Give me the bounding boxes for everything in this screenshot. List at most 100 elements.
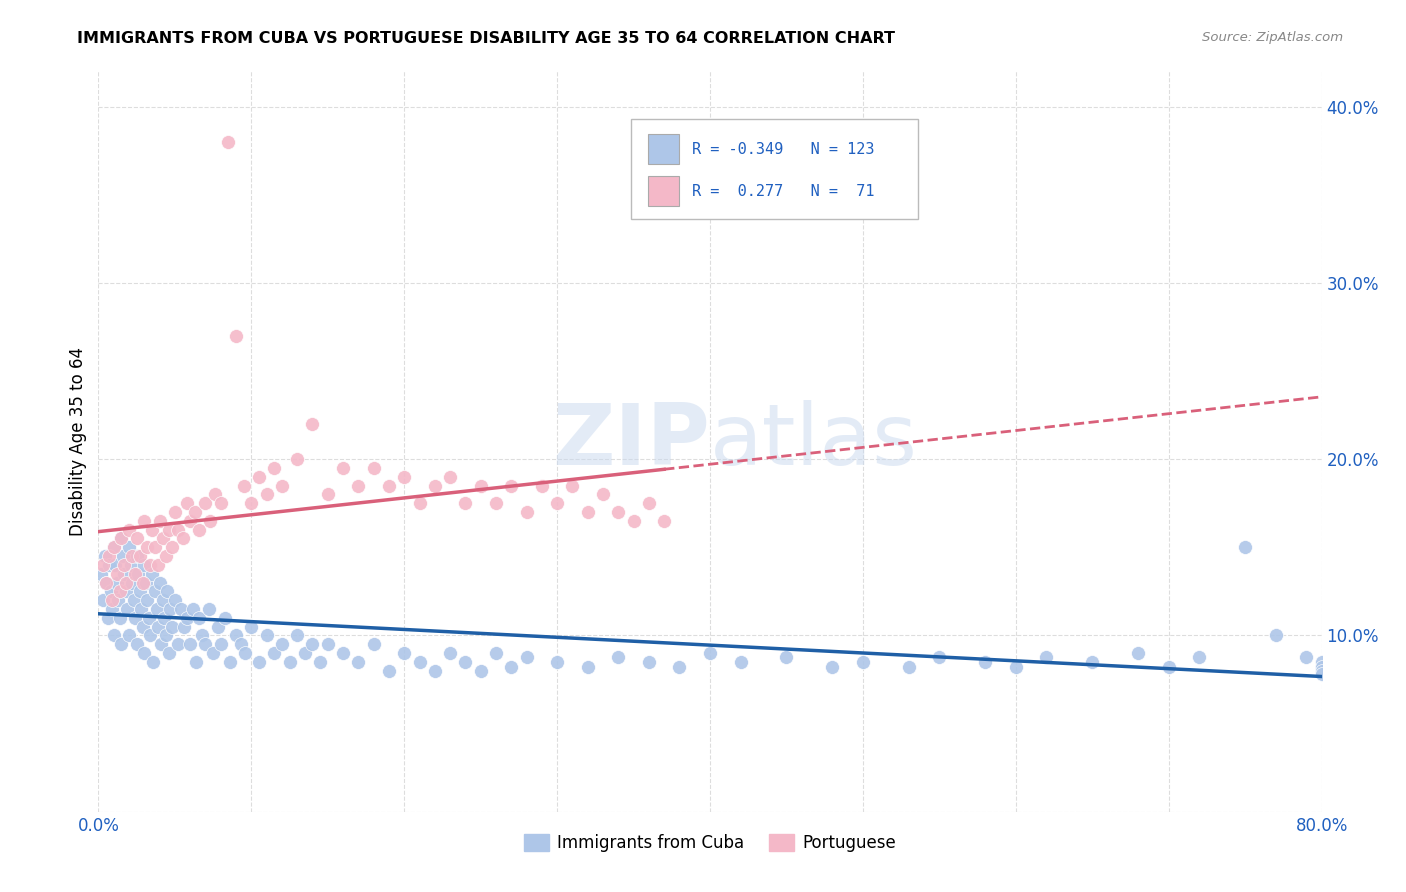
Point [110, 532, 132, 546]
Point [1035, 649, 1057, 664]
Point [160, 619, 183, 633]
Point [125, 549, 148, 563]
Point [332, 646, 354, 660]
Point [775, 649, 797, 664]
Point [270, 478, 292, 492]
Point [363, 461, 385, 475]
Point [607, 505, 630, 519]
Point [181, 602, 204, 616]
Point [316, 487, 339, 501]
Point [852, 655, 875, 669]
Point [1310, 660, 1333, 674]
Point [730, 655, 752, 669]
Point [153, 611, 176, 625]
Point [139, 558, 162, 572]
Point [172, 532, 194, 546]
Point [285, 628, 308, 642]
Point [152, 532, 174, 546]
Point [378, 664, 401, 678]
Point [150, 637, 173, 651]
Point [93, 549, 115, 563]
Point [191, 628, 214, 642]
Point [470, 478, 492, 492]
Point [623, 514, 645, 528]
Point [142, 655, 165, 669]
Point [1188, 649, 1211, 664]
Point [179, 637, 201, 651]
Point [186, 655, 208, 669]
Point [159, 602, 181, 616]
Point [110, 532, 132, 546]
Legend: Immigrants from Cuba, Portuguese: Immigrants from Cuba, Portuguese [517, 828, 903, 859]
Point [378, 478, 401, 492]
Point [316, 637, 339, 651]
Point [256, 487, 278, 501]
Point [110, 637, 132, 651]
Point [135, 575, 157, 590]
Point [136, 593, 159, 607]
Y-axis label: Disability Age 35 to 64: Disability Age 35 to 64 [69, 347, 87, 536]
Point [91, 593, 114, 607]
Point [209, 496, 232, 510]
Point [155, 549, 177, 563]
Point [454, 655, 477, 669]
Point [1234, 541, 1257, 555]
Point [105, 566, 128, 581]
Point [149, 575, 172, 590]
Point [134, 514, 156, 528]
Point [699, 646, 721, 660]
Point [285, 452, 308, 467]
Point [138, 611, 160, 625]
Point [209, 637, 232, 651]
Point [974, 655, 997, 669]
Point [637, 496, 661, 510]
Point [301, 417, 323, 431]
Text: ZIP: ZIP [553, 400, 710, 483]
Point [98, 558, 121, 572]
Point [1081, 655, 1104, 669]
Point [170, 602, 193, 616]
Point [301, 637, 323, 651]
Point [149, 514, 172, 528]
Point [173, 619, 195, 633]
Point [115, 575, 138, 590]
Point [188, 523, 211, 537]
Point [1004, 660, 1026, 674]
Text: R =  0.277   N =  71: R = 0.277 N = 71 [692, 184, 875, 199]
Point [576, 660, 599, 674]
Point [127, 566, 149, 581]
Point [107, 593, 129, 607]
Point [129, 602, 152, 616]
Point [363, 637, 385, 651]
Point [155, 628, 177, 642]
Point [1310, 664, 1333, 678]
Point [176, 496, 198, 510]
Point [103, 628, 125, 642]
Point [163, 505, 186, 519]
Point [118, 523, 141, 537]
Point [194, 637, 217, 651]
Point [202, 646, 225, 660]
Point [111, 549, 134, 563]
Point [163, 593, 186, 607]
Point [141, 523, 163, 537]
Point [121, 549, 143, 563]
Point [156, 584, 179, 599]
Point [120, 558, 142, 572]
Point [167, 637, 190, 651]
Point [112, 558, 135, 572]
Point [108, 611, 131, 625]
Point [546, 655, 568, 669]
Point [194, 496, 217, 510]
Point [207, 619, 229, 633]
Point [134, 646, 156, 660]
Point [128, 584, 150, 599]
Point [347, 655, 370, 669]
Point [139, 628, 162, 642]
Point [668, 660, 690, 674]
Point [157, 523, 180, 537]
Point [294, 646, 316, 660]
Point [90, 566, 112, 581]
Point [124, 611, 146, 625]
Text: IMMIGRANTS FROM CUBA VS PORTUGUESE DISABILITY AGE 35 TO 64 CORRELATION CHART: IMMIGRANTS FROM CUBA VS PORTUGUESE DISAB… [77, 31, 896, 46]
